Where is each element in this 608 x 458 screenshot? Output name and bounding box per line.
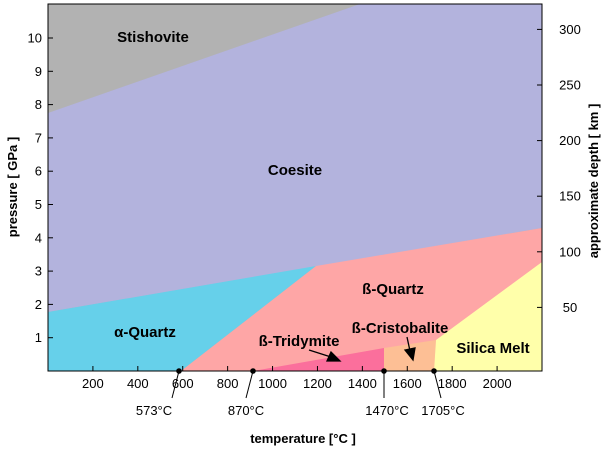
bottom-tick-label: 1000 <box>258 376 287 391</box>
right-tick-label: 300 <box>559 22 581 37</box>
beta-tridymite-region <box>253 348 384 371</box>
silica-melt-region <box>434 262 542 371</box>
left-tick-label: 1 <box>35 330 42 345</box>
bottom-tick-label: 1200 <box>303 376 332 391</box>
transition-label-870: 870°C <box>228 403 264 418</box>
transition-label-573: 573°C <box>136 403 172 418</box>
tridymite-arrow-line <box>308 349 332 358</box>
beta-cristobalite-label: ß-Cristobalite <box>352 320 449 337</box>
bottom-tick-label: 800 <box>217 376 239 391</box>
phase-regions <box>48 4 542 371</box>
bottom-tick-label: 400 <box>127 376 149 391</box>
right-axis-tick-labels: 50 100 150 200 250 300 <box>559 22 581 315</box>
transition-points: 573°C 870°C 1470°C 1705°C <box>136 368 465 418</box>
transition-leader-1705 <box>433 370 442 399</box>
tridymite-arrowhead <box>325 350 342 362</box>
bottom-axis-ticks <box>92 366 498 371</box>
plot-frame <box>47 3 543 372</box>
phase-labels: Stishovite Coesite α-Quartz ß-Quartz ß-T… <box>114 29 530 357</box>
coesite-region <box>48 4 542 312</box>
right-axis-ticks <box>537 28 542 308</box>
alpha-quartz-region <box>48 266 316 371</box>
bottom-tick-label: 1600 <box>393 376 422 391</box>
transition-leader-573 <box>171 370 180 399</box>
right-tick-label: 50 <box>563 300 577 315</box>
beta-quartz-label: ß-Quartz <box>362 281 424 298</box>
transition-leader-870 <box>245 370 254 399</box>
cristobalite-arrowhead <box>403 347 416 362</box>
bottom-axis-tick-labels: 200 400 600 800 1000 1200 1400 1600 1800 2000 <box>82 376 511 391</box>
pointer-arrows <box>308 336 416 362</box>
alpha-quartz-label: α-Quartz <box>114 324 176 341</box>
left-tick-label: 4 <box>35 230 42 245</box>
stishovite-label: Stishovite <box>117 29 189 46</box>
left-tick-label: 10 <box>28 31 42 46</box>
right-tick-label: 200 <box>559 133 581 148</box>
left-tick-label: 7 <box>35 130 42 145</box>
y-axis-right-title: approximate depth [ km ] <box>586 104 601 259</box>
left-tick-label: 8 <box>35 97 42 112</box>
right-tick-label: 250 <box>559 78 581 93</box>
bottom-tick-label: 1400 <box>348 376 377 391</box>
y-axis-left-title: pressure [ GPa ] <box>5 137 20 237</box>
transition-label-1705: 1705°C <box>421 403 465 418</box>
x-axis-title: temperature [°C ] <box>250 431 356 446</box>
left-tick-label: 2 <box>35 297 42 312</box>
left-tick-label: 6 <box>35 164 42 179</box>
left-tick-label: 3 <box>35 264 42 279</box>
left-axis-ticks <box>48 37 53 339</box>
bottom-tick-label: 2000 <box>483 376 512 391</box>
coesite-label: Coesite <box>268 162 322 179</box>
left-axis-tick-labels: 1 2 3 4 5 6 7 8 9 10 <box>28 31 42 346</box>
left-tick-label: 9 <box>35 64 42 79</box>
bottom-tick-label: 1800 <box>438 376 467 391</box>
bottom-tick-label: 200 <box>82 376 104 391</box>
left-tick-label: 5 <box>35 197 42 212</box>
bottom-tick-label: 600 <box>172 376 194 391</box>
beta-tridymite-label: ß-Tridymite <box>259 333 340 350</box>
silica-melt-label: Silica Melt <box>456 340 529 357</box>
right-tick-label: 150 <box>559 189 581 204</box>
right-tick-label: 100 <box>559 244 581 259</box>
transition-label-1470: 1470°C <box>365 403 409 418</box>
